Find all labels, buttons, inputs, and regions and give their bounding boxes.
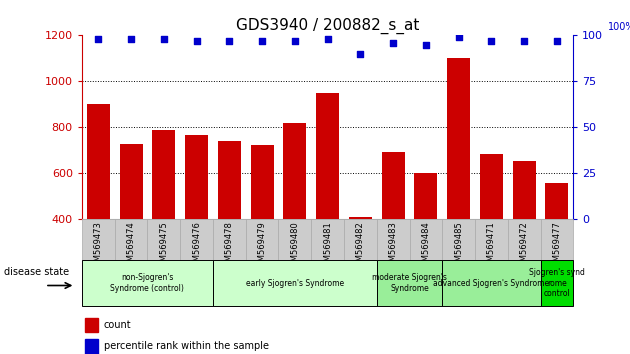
Text: GSM569478: GSM569478	[225, 222, 234, 272]
Point	[421, 42, 431, 47]
Point	[290, 38, 300, 44]
Bar	[480, 154, 503, 219]
Bar	[442, 260, 541, 306]
Point	[519, 38, 529, 44]
Text: GSM569479: GSM569479	[258, 222, 266, 272]
Bar	[415, 173, 437, 219]
Bar	[442, 219, 475, 260]
Bar	[284, 123, 306, 219]
Text: GSM569483: GSM569483	[389, 222, 398, 272]
Text: GSM569471: GSM569471	[487, 222, 496, 272]
Point	[552, 38, 562, 44]
Text: GSM569472: GSM569472	[520, 222, 529, 272]
Text: Sjogren's synd
rome
control: Sjogren's synd rome control	[529, 268, 585, 298]
Point	[192, 38, 202, 44]
Text: GSM569481: GSM569481	[323, 222, 332, 272]
Bar	[278, 219, 311, 260]
Bar	[115, 219, 147, 260]
Text: moderate Sjogren's
Syndrome: moderate Sjogren's Syndrome	[372, 274, 447, 293]
Bar	[541, 219, 573, 260]
Bar	[508, 219, 541, 260]
Bar	[546, 183, 568, 219]
Point	[454, 34, 464, 40]
Bar	[85, 318, 98, 332]
Text: GSM569484: GSM569484	[421, 222, 430, 272]
Bar	[180, 219, 213, 260]
Point	[93, 36, 103, 42]
Bar	[85, 339, 98, 354]
Point	[388, 40, 398, 46]
Bar	[87, 104, 110, 219]
Bar	[344, 219, 377, 260]
Text: GSM569476: GSM569476	[192, 222, 201, 272]
Bar	[147, 219, 180, 260]
Bar	[541, 260, 573, 306]
Title: GDS3940 / 200882_s_at: GDS3940 / 200882_s_at	[236, 18, 420, 34]
Bar	[185, 136, 208, 219]
Bar	[251, 145, 273, 219]
Point	[486, 38, 496, 44]
Bar	[410, 219, 442, 260]
Bar	[246, 219, 278, 260]
Bar	[82, 260, 213, 306]
Bar	[218, 141, 241, 219]
Bar	[152, 130, 175, 219]
Text: non-Sjogren's
Syndrome (control): non-Sjogren's Syndrome (control)	[110, 274, 185, 293]
Point	[159, 36, 169, 42]
Text: GSM569482: GSM569482	[356, 222, 365, 272]
Text: GSM569485: GSM569485	[454, 222, 463, 272]
Bar	[120, 143, 142, 219]
Bar	[213, 260, 377, 306]
Text: early Sjogren's Syndrome: early Sjogren's Syndrome	[246, 279, 344, 288]
Bar	[382, 152, 404, 219]
Text: disease state: disease state	[4, 267, 69, 277]
Text: GSM569473: GSM569473	[94, 222, 103, 272]
Point	[355, 51, 365, 57]
Bar	[316, 93, 339, 219]
Bar	[213, 219, 246, 260]
Bar	[475, 219, 508, 260]
Text: GSM569475: GSM569475	[159, 222, 168, 272]
Point	[323, 36, 333, 42]
Bar	[349, 217, 372, 219]
Text: GSM569474: GSM569474	[127, 222, 135, 272]
Point	[224, 38, 234, 44]
Text: GSM569477: GSM569477	[553, 222, 561, 272]
Text: GSM569480: GSM569480	[290, 222, 299, 272]
Bar	[447, 58, 470, 219]
Point	[257, 38, 267, 44]
Text: advanced Sjogren's Syndrome: advanced Sjogren's Syndrome	[433, 279, 549, 288]
Point	[126, 36, 136, 42]
Text: 100%: 100%	[608, 22, 630, 32]
Bar	[513, 161, 536, 219]
Text: count: count	[104, 320, 132, 330]
Bar	[377, 260, 442, 306]
Bar	[82, 219, 115, 260]
Bar	[311, 219, 344, 260]
Bar	[377, 219, 410, 260]
Text: percentile rank within the sample: percentile rank within the sample	[104, 341, 269, 352]
